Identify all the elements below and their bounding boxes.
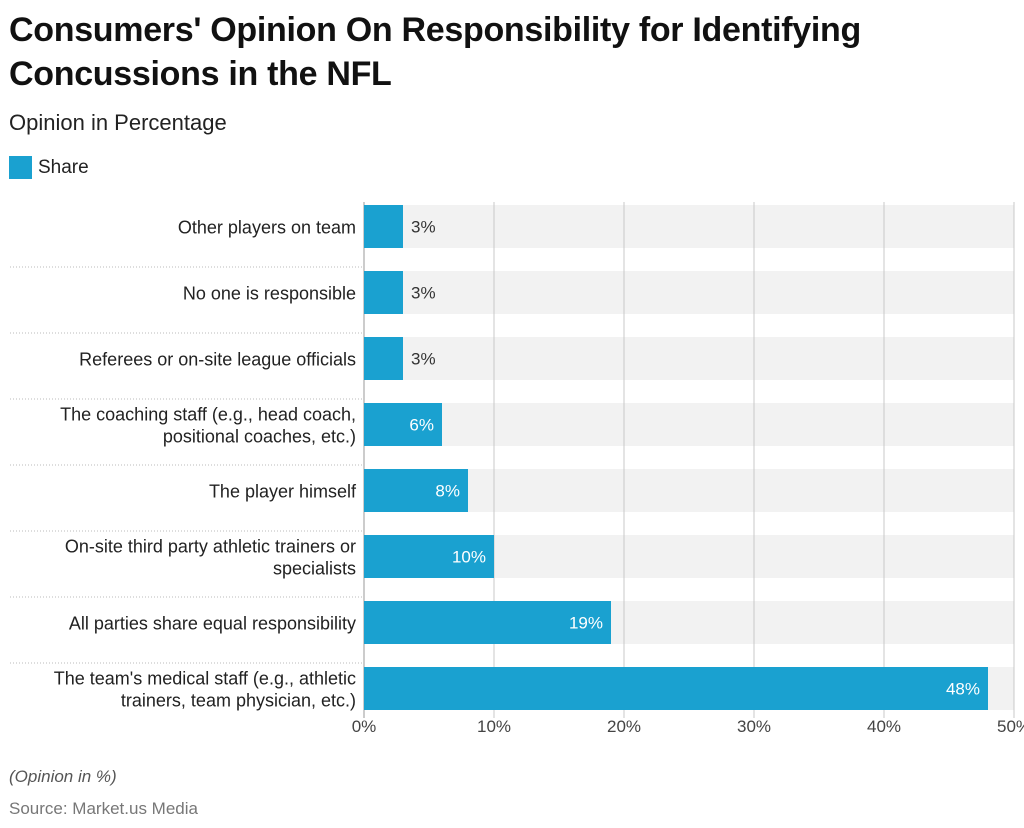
bar xyxy=(364,403,442,446)
chart-source: Source: Market.us Media xyxy=(9,799,198,818)
value-label: 10% xyxy=(452,548,486,567)
chart-note: (Opinion in %) xyxy=(9,767,117,786)
legend: Share xyxy=(9,156,89,179)
chart-title: Consumers' Opinion On Responsibility for… xyxy=(9,11,861,93)
category-label: The player himself xyxy=(209,482,357,502)
value-label: 3% xyxy=(411,350,436,369)
value-label: 6% xyxy=(409,416,434,435)
row-band xyxy=(364,337,1014,380)
value-label: 19% xyxy=(569,614,603,633)
category-label: The team's medical staff (e.g., athletic xyxy=(54,669,356,689)
x-tick-label: 0% xyxy=(352,717,377,736)
legend-swatch xyxy=(9,156,32,179)
row-band xyxy=(364,271,1014,314)
x-tick-label: 30% xyxy=(737,717,771,736)
bar-chart: 3% Other players on team 3% No one is respo… xyxy=(10,202,1024,736)
legend-label: Share xyxy=(38,156,89,178)
row-band xyxy=(364,469,1014,512)
category-label: Other players on team xyxy=(178,218,356,238)
bar xyxy=(364,271,403,314)
category-label: specialists xyxy=(273,559,356,579)
bar xyxy=(364,469,468,512)
value-label: 3% xyxy=(411,218,436,237)
value-label: 48% xyxy=(946,680,980,699)
bar xyxy=(364,205,403,248)
x-tick-label: 40% xyxy=(867,717,901,736)
x-tick-label: 50% xyxy=(997,717,1024,736)
category-label: All parties share equal responsibility xyxy=(69,614,356,634)
category-label: trainers, team physician, etc.) xyxy=(121,691,356,711)
x-tick-label: 20% xyxy=(607,717,641,736)
chart-subtitle: Opinion in Percentage xyxy=(9,110,227,135)
row-band xyxy=(364,205,1014,248)
row-band xyxy=(364,403,1014,446)
category-label: The coaching staff (e.g., head coach, xyxy=(60,405,356,425)
value-label: 3% xyxy=(411,284,436,303)
bar xyxy=(364,667,988,710)
bar xyxy=(364,535,494,578)
category-label: On-site third party athletic trainers or xyxy=(65,537,356,557)
value-label: 8% xyxy=(435,482,460,501)
category-label: positional coaches, etc.) xyxy=(163,427,356,447)
bar xyxy=(364,337,403,380)
category-label: No one is responsible xyxy=(183,284,356,304)
bar xyxy=(364,601,611,644)
category-label: Referees or on-site league officials xyxy=(79,350,356,370)
x-tick-label: 10% xyxy=(477,717,511,736)
